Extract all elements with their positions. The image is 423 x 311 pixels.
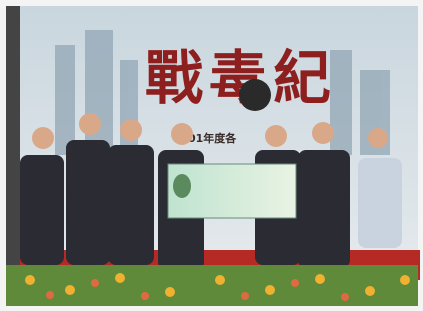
check-seal (173, 174, 191, 198)
stage-pillar (6, 6, 20, 306)
photo: 戰毒紀 01年度各 (0, 0, 423, 311)
flowers (6, 265, 418, 306)
skull-icon (239, 79, 271, 111)
banner-subtitle: 01年度各 (188, 131, 237, 145)
